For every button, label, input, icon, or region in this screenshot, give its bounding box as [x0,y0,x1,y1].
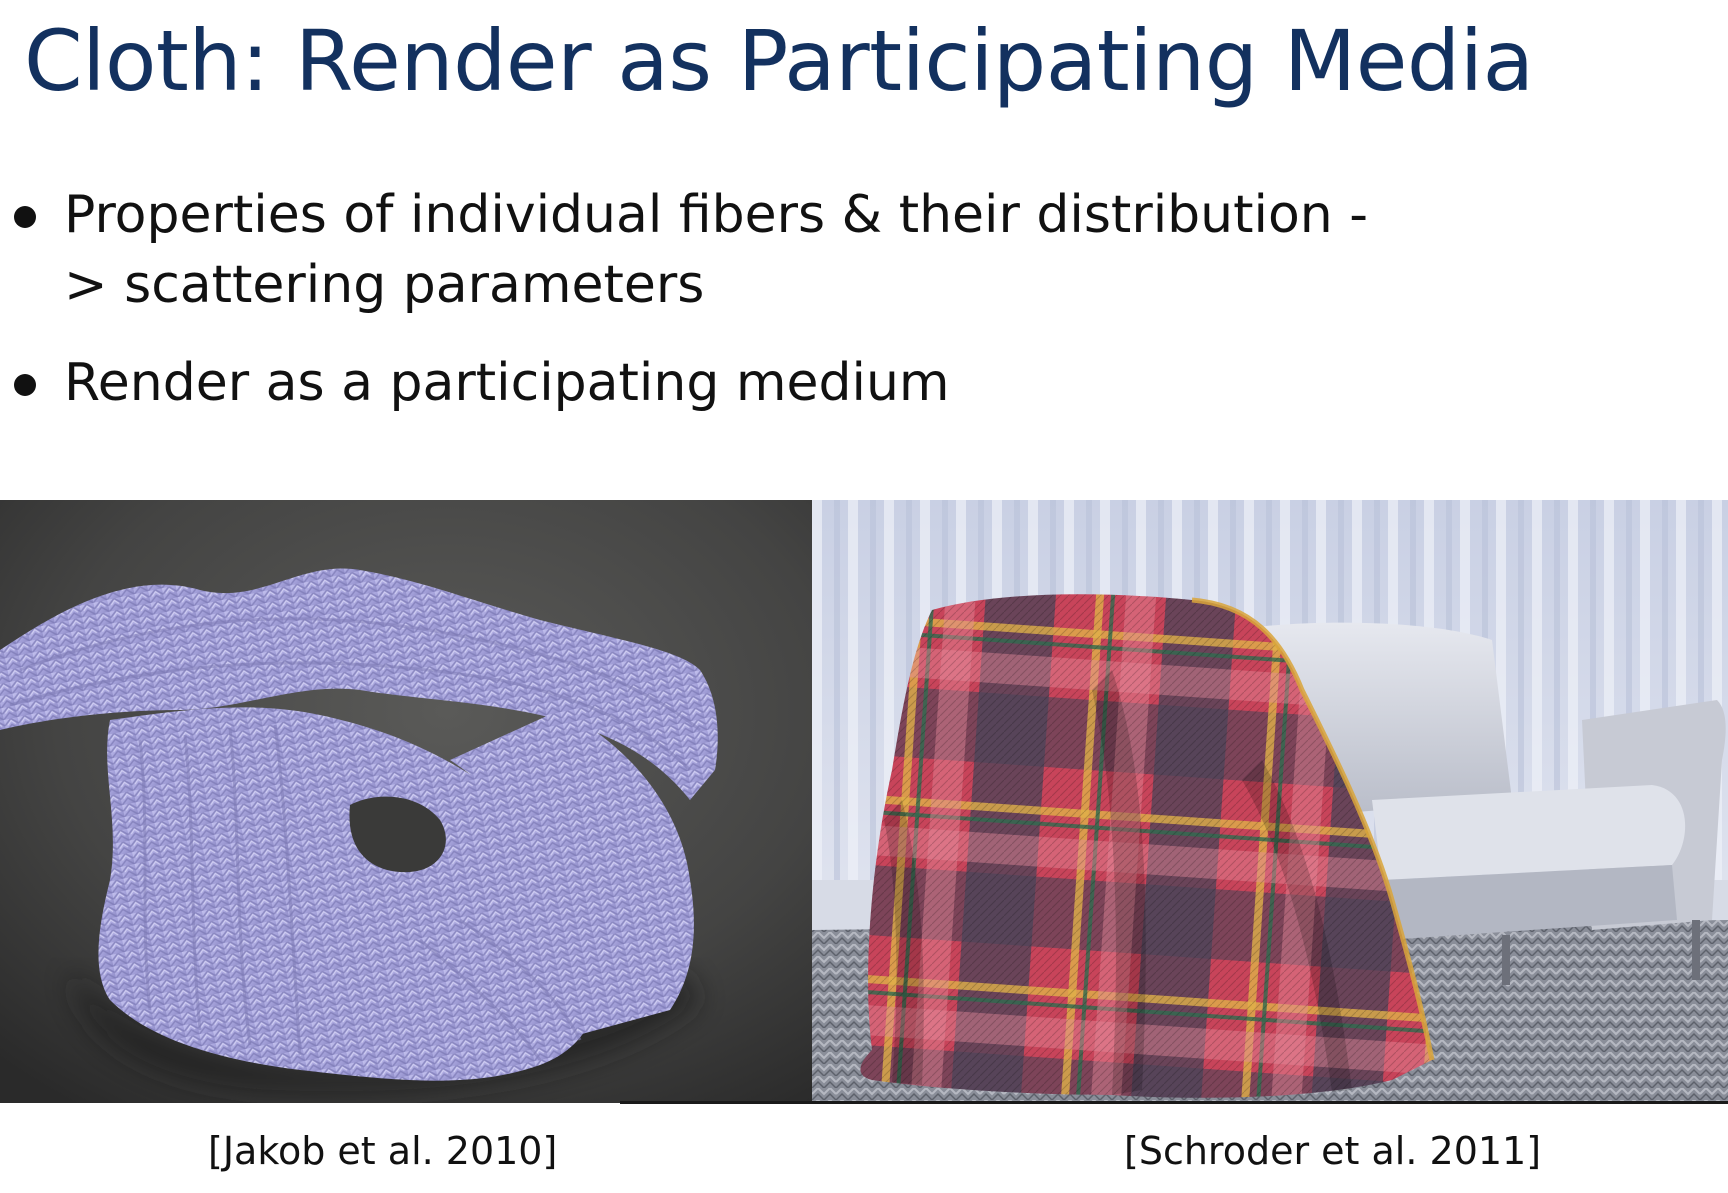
bullet-text: Properties of individual fibers & their … [64,185,1369,315]
plaid-blanket-image [812,500,1728,1103]
plaid-blanket-icon [812,500,1728,1103]
bullet-item: Properties of individual fibers & their … [0,180,1400,320]
bullet-item: Render as a participating medium [0,348,1400,418]
bullet-text: Render as a participating medium [64,353,950,413]
knitted-scarf-image [0,500,812,1103]
bullet-dot-icon [14,374,36,396]
figure-caption-left: [Jakob et al. 2010] [208,1129,558,1173]
bullet-dot-icon [14,206,36,228]
figure-divider [620,1101,1728,1104]
slide-title: Cloth: Render as Participating Media [24,12,1534,110]
knitted-scarf-icon [0,500,812,1103]
bullet-list: Properties of individual fibers & their … [0,180,1400,418]
figure-caption-right: [Schroder et al. 2011] [1124,1129,1542,1173]
